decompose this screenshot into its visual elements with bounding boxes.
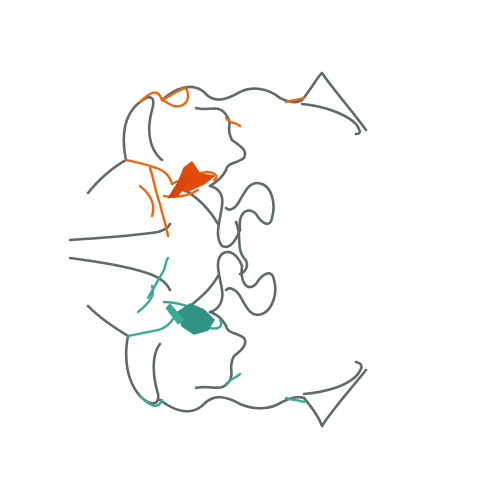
chain-a-beta-sheet	[167, 161, 215, 199]
chain-b-beta-sheet	[165, 303, 215, 335]
backbone-coil	[68, 71, 368, 428]
